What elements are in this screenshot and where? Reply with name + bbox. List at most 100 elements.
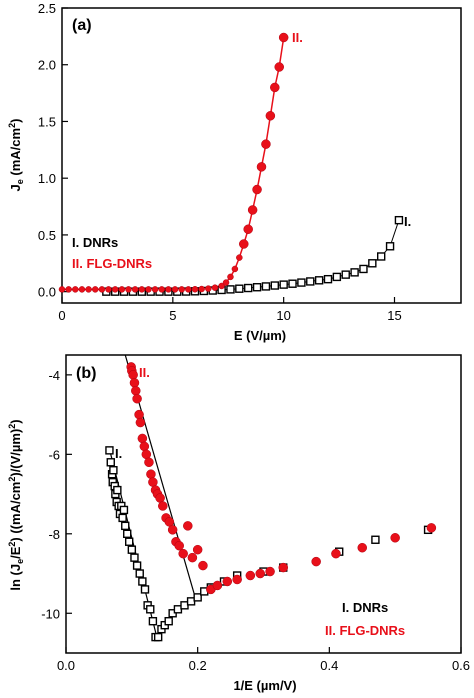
data-point-dnrs-b — [140, 585, 150, 594]
data-point-dnrs-b — [164, 617, 173, 626]
data-point-flg-b — [311, 556, 321, 567]
x-tick-label-b: 0.6 — [452, 658, 470, 673]
data-point-dnrs-b — [130, 553, 139, 562]
data-point-flg-b — [167, 525, 178, 535]
data-point-flg-b — [129, 378, 140, 388]
data-point-flg-b — [187, 552, 198, 563]
data-point-flg-b — [155, 493, 165, 503]
data-point-flg-a — [118, 286, 126, 293]
data-point-flg-b — [137, 433, 148, 444]
y-tick-label-a: 0.0 — [38, 285, 56, 300]
data-point-flg-a — [145, 286, 152, 293]
data-point-flg-a — [270, 82, 280, 93]
data-point-dnrs-a — [235, 284, 244, 293]
legend-item-flg-b: II. FLG-DNRs — [325, 623, 405, 638]
data-point-flg-a — [58, 286, 66, 293]
x-tick-label-a: 0 — [58, 308, 65, 323]
data-point-flg-a — [191, 286, 199, 293]
data-point-flg-a — [239, 239, 249, 249]
data-point-dnrs-b — [127, 545, 137, 554]
annotation-ii-b: II. — [139, 365, 150, 380]
data-point-flg-b — [134, 409, 144, 420]
data-point-flg-b — [192, 544, 203, 555]
data-point-flg-a — [151, 286, 159, 293]
y-tick-label-b: -6 — [48, 447, 60, 462]
data-point-flg-a — [278, 32, 289, 43]
data-point-flg-b — [158, 501, 168, 511]
panel-label-b: (b) — [76, 365, 96, 382]
plot-frame-a — [61, 7, 462, 304]
data-point-flg-b — [164, 517, 175, 527]
data-point-flg-b — [131, 386, 141, 396]
y-tick-label-b: -10 — [41, 606, 60, 621]
data-point-flg-a — [165, 286, 172, 293]
data-point-dnrs-b — [148, 617, 158, 626]
data-point-dnrs-a — [306, 277, 315, 286]
data-point-dnrs-b — [106, 458, 115, 467]
data-point-dnrs-a — [270, 281, 279, 290]
data-point-flg-a — [158, 286, 165, 293]
data-point-dnrs-a — [377, 252, 386, 261]
data-point-flg-a — [247, 205, 258, 215]
y-tick-label-a: 1.0 — [38, 171, 56, 186]
data-point-flg-a — [227, 273, 234, 281]
data-point-dnrs-a — [279, 280, 288, 289]
data-point-dnrs-b — [121, 521, 130, 531]
data-point-dnrs-b — [132, 561, 142, 570]
data-point-flg-a — [131, 286, 139, 293]
x-tick-label-a: 15 — [387, 308, 401, 323]
data-point-dnrs-a — [394, 215, 404, 225]
ticks-a: 0 5 10 15 0.0 0.5 1.0 1.5 2.0 2.5 — [38, 1, 402, 323]
data-point-dnrs-a — [288, 279, 297, 288]
x-tick-label-b: 0.4 — [320, 658, 338, 673]
data-point-flg-b — [331, 548, 341, 559]
data-point-flg-b — [135, 417, 146, 428]
data-point-flg-a — [98, 286, 106, 293]
x-tick-label-a: 10 — [276, 308, 290, 323]
data-point-dnrs-b — [153, 632, 163, 642]
y-tick-label-a: 1.5 — [38, 114, 56, 129]
data-point-dnrs-a — [332, 272, 342, 282]
data-point-dnrs-b — [105, 446, 114, 455]
data-point-dnrs-a — [297, 278, 306, 287]
data-point-flg-b — [265, 566, 275, 577]
data-point-flg-b — [148, 477, 158, 487]
data-point-dnrs-a — [341, 270, 350, 279]
data-point-flg-a — [231, 265, 239, 273]
data-point-flg-a — [261, 139, 271, 149]
data-point-flg-b — [144, 457, 154, 468]
data-point-dnrs-b — [124, 537, 134, 546]
y-tick-label-a: 0.5 — [38, 228, 56, 243]
data-point-flg-b — [278, 562, 288, 573]
ticks-b: 0.0 0.2 0.4 0.6 -10 -8 -6 -4 — [41, 368, 470, 673]
data-a — [58, 32, 404, 296]
annotation-ii-a: II. — [292, 30, 303, 45]
y-tick-label-b: -8 — [48, 527, 60, 542]
data-point-flg-a — [256, 162, 267, 172]
data-point-dnrs-a — [368, 259, 377, 268]
data-point-flg-b — [212, 580, 223, 591]
data-point-flg-a — [78, 286, 86, 293]
data-point-flg-a — [211, 284, 219, 291]
data-point-dnrs-a — [226, 285, 235, 294]
y-axis-label-b: ln (Je/E2) ((mA/cm2)/(V/µm)2) — [7, 419, 25, 590]
x-tick-label-b: 0.0 — [57, 658, 75, 673]
data-point-flg-a — [265, 111, 276, 121]
data-point-flg-a — [178, 286, 185, 293]
data-point-dnrs-b — [371, 535, 380, 544]
data-point-flg-b — [141, 449, 152, 460]
data-point-flg-a — [138, 286, 146, 293]
legend-item-flg-a: II. FLG-DNRs — [72, 256, 152, 271]
data-point-flg-b — [132, 393, 142, 404]
data-point-flg-a — [222, 279, 230, 286]
data-point-flg-a — [185, 286, 192, 293]
series-line-flg-a — [62, 37, 285, 291]
panel-b: 0.0 0.2 0.4 0.6 -10 -8 -6 -4 (b) II. I. I. DNRs… — [7, 354, 470, 693]
data-point-flg-b — [390, 533, 400, 543]
data-point-flg-a — [111, 286, 119, 293]
annotation-i-b: I. — [115, 446, 122, 461]
data-point-flg-a — [72, 286, 79, 293]
x-tick-label-a: 5 — [169, 308, 176, 323]
data-point-dnrs-a — [314, 276, 324, 285]
